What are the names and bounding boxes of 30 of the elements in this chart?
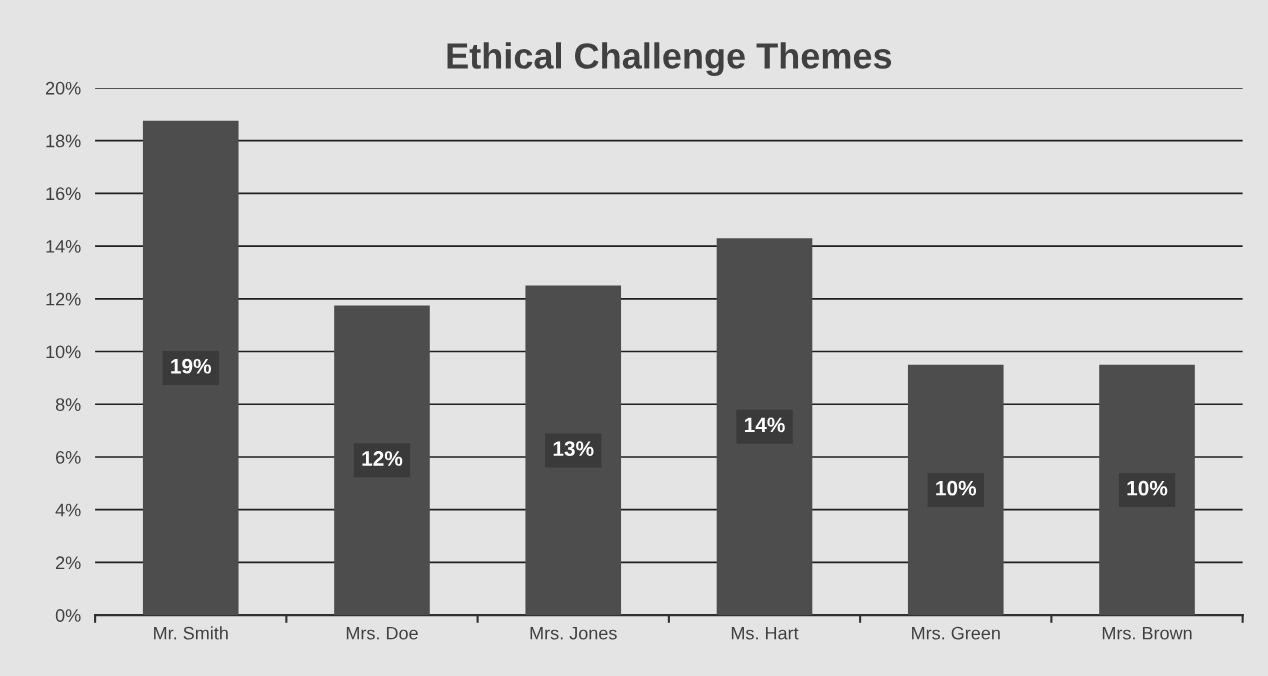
y-tick-label: 2% (56, 556, 81, 570)
bar (142, 120, 239, 616)
data-label: 10% (1127, 480, 1168, 496)
x-tick-label: Mrs. Green (912, 626, 1000, 640)
bar (525, 285, 622, 616)
bar (334, 305, 430, 616)
x-tick-label: Mrs. Doe (346, 626, 418, 640)
y-tick-label: 10% (46, 345, 81, 359)
x-tick-label: Ms. Hart (731, 626, 799, 640)
x-tick-label: Mrs. Brown (1102, 626, 1192, 640)
y-tick-label: 12% (46, 292, 81, 306)
bar (907, 364, 1004, 616)
data-label: 13% (553, 441, 594, 457)
data-label: 19% (171, 358, 212, 374)
y-tick-label: 20% (45, 81, 81, 95)
y-tick-label: 0% (55, 609, 81, 622)
y-tick-label: 8% (55, 398, 81, 411)
y-tick-label: 6% (56, 450, 81, 464)
chart-title: Ethical Challenge Themes (447, 42, 892, 77)
y-tick-label: 16% (46, 187, 81, 201)
data-label: 12% (362, 451, 403, 466)
x-tick-label: Mrs. Jones (530, 626, 617, 640)
data-label: 10% (936, 480, 977, 496)
bar (716, 238, 813, 616)
bar (1099, 364, 1195, 616)
y-tick-label: 18% (46, 134, 81, 148)
data-label: 14% (744, 417, 785, 433)
x-tick-label: Mr. Smith (154, 626, 228, 640)
y-tick-label: 4% (55, 503, 81, 517)
y-tick-label: 14% (46, 240, 81, 253)
